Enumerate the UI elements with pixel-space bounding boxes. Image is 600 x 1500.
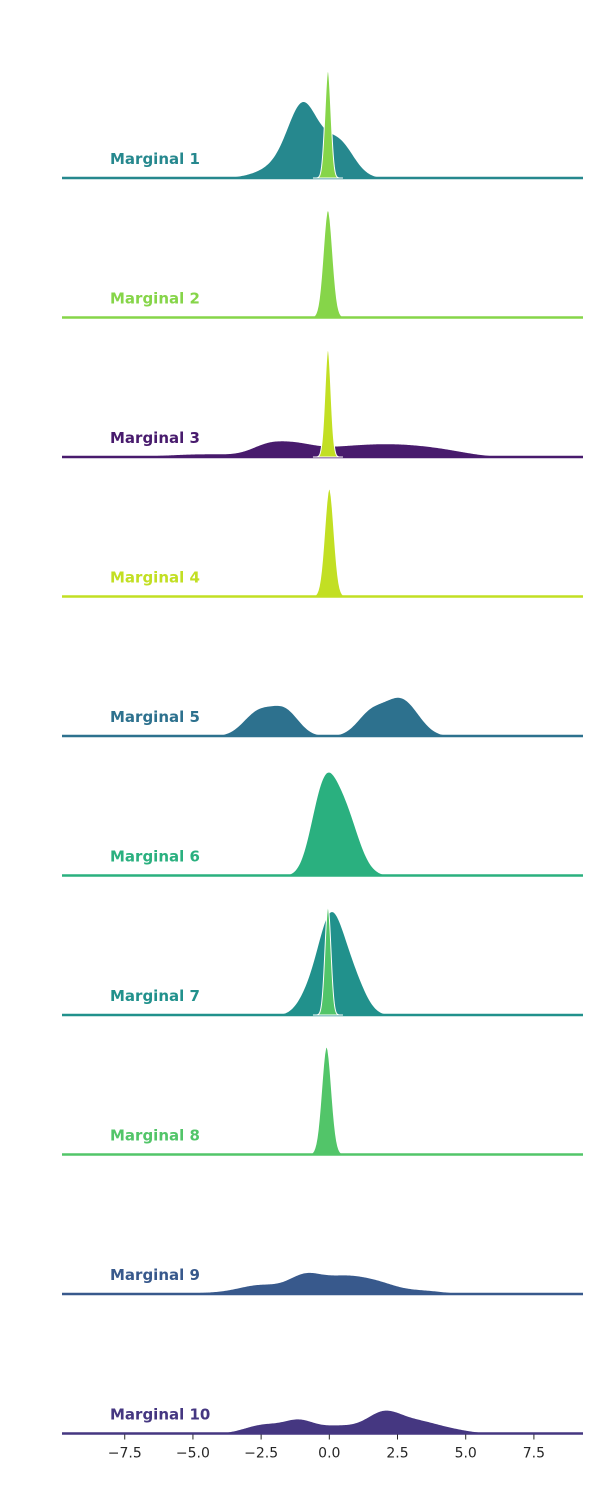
- series-label-10: Marginal 10: [110, 1406, 210, 1424]
- ridge-7: Marginal 7: [62, 910, 583, 1017]
- ridge-4: Marginal 4: [62, 487, 583, 598]
- x-tick-label: −7.5: [108, 1446, 142, 1462]
- x-tick-label: 7.5: [523, 1446, 545, 1462]
- ridge-5: Marginal 5: [62, 696, 583, 738]
- x-tick-label: −5.0: [176, 1446, 210, 1462]
- x-tick-label: 5.0: [455, 1446, 477, 1462]
- series-label-5: Marginal 5: [110, 708, 200, 726]
- series-label-1: Marginal 1: [110, 150, 200, 168]
- series-label-4: Marginal 4: [110, 569, 200, 587]
- ridge-2: Marginal 2: [62, 208, 583, 319]
- x-tick-label: 2.5: [386, 1446, 408, 1462]
- series-label-2: Marginal 2: [110, 290, 200, 308]
- ridge-8: Marginal 8: [62, 1045, 583, 1156]
- overlap-spike-3: [312, 347, 343, 458]
- x-tick-label: −2.5: [244, 1446, 278, 1462]
- overlap-spike-7: [312, 905, 343, 1016]
- overlap-spike-1: [312, 68, 343, 179]
- ridge-10: Marginal 10: [62, 1406, 583, 1435]
- series-label-9: Marginal 9: [110, 1266, 200, 1284]
- series-label-8: Marginal 8: [110, 1127, 200, 1145]
- ridge-6: Marginal 6: [62, 771, 583, 877]
- x-tick-label: 0.0: [318, 1446, 340, 1462]
- series-label-3: Marginal 3: [110, 429, 200, 447]
- series-label-7: Marginal 7: [110, 987, 200, 1005]
- series-label-6: Marginal 6: [110, 848, 200, 866]
- ridge-9: Marginal 9: [62, 1266, 583, 1296]
